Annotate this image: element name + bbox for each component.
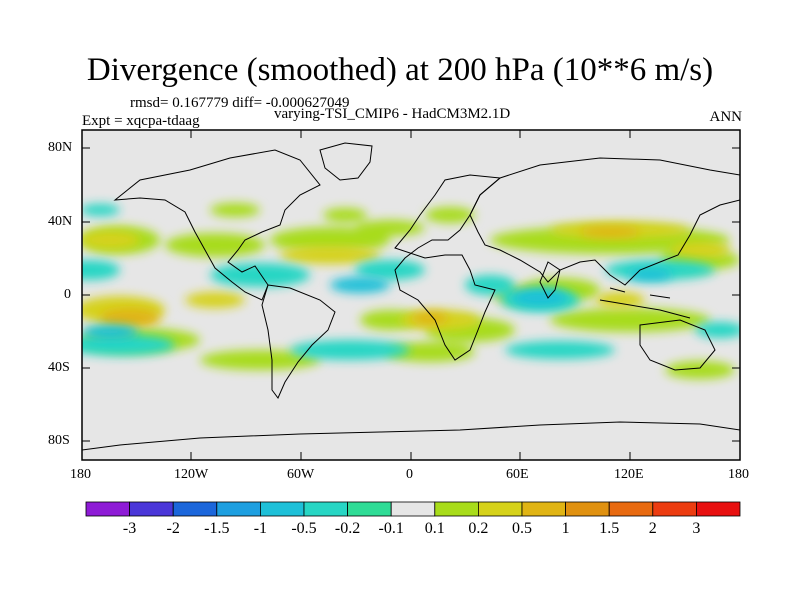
colorbar-label: -1.5 xyxy=(204,520,230,537)
colorbar-label: -0.5 xyxy=(291,520,317,537)
colorbar-label: -2 xyxy=(166,520,180,537)
lat-label: 80S xyxy=(48,433,70,448)
ocean-background xyxy=(82,130,740,460)
lon-label: 60W xyxy=(287,467,315,482)
lon-label: 60E xyxy=(506,467,529,482)
season-label: ANN xyxy=(709,109,743,125)
lon-label: 120E xyxy=(614,467,644,482)
lat-label: 0 xyxy=(64,287,71,302)
axis-ticks xyxy=(82,130,740,460)
lat-label: 80N xyxy=(48,140,73,155)
lon-label: 120W xyxy=(174,467,209,482)
positive-low-blobs xyxy=(82,203,740,379)
stats-label: rmsd= 0.167779 diff= -0.000627049 xyxy=(130,95,350,111)
colorbar-label: -0.2 xyxy=(334,520,361,537)
lat-label: 40N xyxy=(48,214,73,229)
coastlines xyxy=(82,142,740,451)
lat-label: 40S xyxy=(48,360,70,375)
map-title: Divergence (smoothed) at 200 hPa (10**6 … xyxy=(86,52,714,88)
lon-label: 180 xyxy=(70,467,91,482)
colorbar-label: 2 xyxy=(648,520,657,537)
positive-high-blobs xyxy=(100,227,640,327)
colorbar-label: -1 xyxy=(253,520,268,537)
lon-label: 0 xyxy=(406,467,413,482)
colorbar-label: 3 xyxy=(692,520,701,537)
subtitle-label: varying-TSI_CMIP6 - HadCM3M2.1D xyxy=(274,106,511,122)
lon-label: 180 xyxy=(728,467,749,482)
colorbar-label: 0.1 xyxy=(424,520,445,537)
colorbar-label: 1 xyxy=(561,520,570,537)
colorbar-label: 0.2 xyxy=(468,520,489,537)
experiment-label: Expt = xqcpa-tdaag xyxy=(82,113,200,129)
colorbar-label: 1.5 xyxy=(599,520,620,537)
colorbar-label: -0.1 xyxy=(378,520,404,537)
negative-mid-blobs xyxy=(82,269,672,339)
colorbar-label: 0.5 xyxy=(512,520,532,537)
divergence-field xyxy=(82,203,740,379)
colorbar-label: -3 xyxy=(122,520,137,537)
